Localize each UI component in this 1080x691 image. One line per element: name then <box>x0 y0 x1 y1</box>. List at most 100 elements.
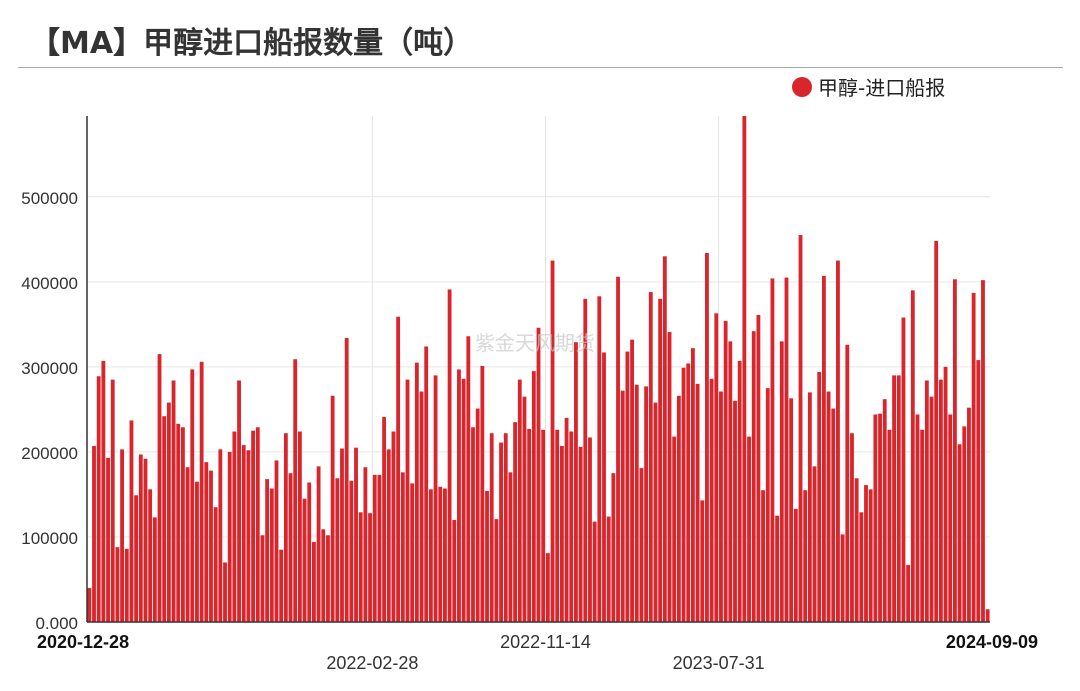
bar <box>152 517 157 622</box>
bar <box>447 289 452 622</box>
bar <box>129 420 134 622</box>
bar <box>859 512 864 622</box>
bar <box>924 380 929 622</box>
bar <box>775 515 780 622</box>
bar <box>667 332 672 622</box>
bar <box>349 480 354 622</box>
bar <box>400 472 405 622</box>
bar <box>237 380 241 622</box>
bar <box>864 485 868 622</box>
bar <box>185 467 190 622</box>
bar <box>485 491 489 622</box>
bar <box>620 390 625 622</box>
bar <box>508 472 513 622</box>
bar <box>545 553 550 622</box>
bar <box>531 371 536 622</box>
axes <box>86 116 990 623</box>
bar <box>981 280 985 622</box>
legend-label: 甲醇-进口船报 <box>818 76 946 100</box>
bar <box>522 396 527 622</box>
bar <box>157 354 162 622</box>
bar <box>555 429 560 622</box>
y-tick-label: 300000 <box>21 359 78 378</box>
bar <box>541 429 546 622</box>
bar <box>616 276 620 622</box>
bar <box>372 474 377 622</box>
bar <box>344 337 349 622</box>
bar <box>985 609 990 622</box>
bar <box>330 395 335 622</box>
bar <box>850 433 854 622</box>
bar <box>283 433 288 622</box>
bar <box>602 352 606 622</box>
bar <box>466 336 471 622</box>
bar <box>653 402 658 622</box>
bar <box>475 408 480 622</box>
bar <box>134 495 139 622</box>
bar <box>195 481 199 622</box>
title-divider <box>18 67 1063 68</box>
bar <box>672 436 677 622</box>
bar <box>354 447 358 622</box>
bar <box>789 398 794 622</box>
bar <box>690 348 695 622</box>
bar <box>700 500 705 622</box>
bar <box>967 407 971 622</box>
bar <box>438 486 443 622</box>
bar <box>410 483 415 622</box>
bar <box>728 341 733 622</box>
bar <box>705 252 709 622</box>
bar <box>162 416 167 622</box>
bar <box>414 362 419 622</box>
bar <box>943 366 948 622</box>
bars <box>87 116 990 622</box>
bar <box>227 451 232 622</box>
bar <box>578 446 583 622</box>
bar <box>513 422 518 622</box>
bar <box>96 376 101 622</box>
bar <box>606 516 611 622</box>
bar <box>812 466 817 622</box>
bar <box>882 399 887 622</box>
bar <box>807 392 812 622</box>
bar <box>457 369 461 622</box>
bar <box>274 460 279 622</box>
bar <box>433 375 438 622</box>
bar <box>213 507 218 622</box>
bar <box>723 320 728 622</box>
bar <box>452 519 457 622</box>
bar <box>896 375 901 622</box>
bar <box>826 391 831 622</box>
bar <box>279 549 284 622</box>
bar <box>180 427 185 622</box>
bar <box>845 344 850 622</box>
bar <box>597 296 602 622</box>
bar <box>120 449 125 622</box>
bar <box>873 414 878 622</box>
bar <box>831 408 836 622</box>
bar <box>124 548 129 622</box>
bar <box>517 379 522 622</box>
x-tick-label: 2024-09-09 <box>946 632 1038 652</box>
bar <box>340 448 344 622</box>
y-tick-labels: 0.000 100000 200000 300000 400000 500000 <box>21 189 78 633</box>
bar <box>648 292 653 622</box>
bar <box>765 388 770 622</box>
bar <box>821 275 826 622</box>
bar <box>592 521 597 622</box>
bar <box>639 468 644 622</box>
bar <box>962 426 967 622</box>
bar <box>747 436 751 622</box>
x-tick-label: 2023-07-31 <box>673 653 765 673</box>
bar <box>335 478 340 622</box>
bar <box>630 339 634 622</box>
bar <box>87 587 92 622</box>
bar <box>503 433 508 622</box>
bar <box>695 383 700 622</box>
bar <box>662 256 667 622</box>
bar <box>204 462 209 622</box>
bar <box>377 474 382 622</box>
legend[interactable]: 甲醇-进口船报 <box>792 72 945 101</box>
x-tick-labels: 2020-12-28 2022-02-28 2022-11-14 2023-07-31… <box>37 632 1038 673</box>
bar <box>391 431 396 622</box>
